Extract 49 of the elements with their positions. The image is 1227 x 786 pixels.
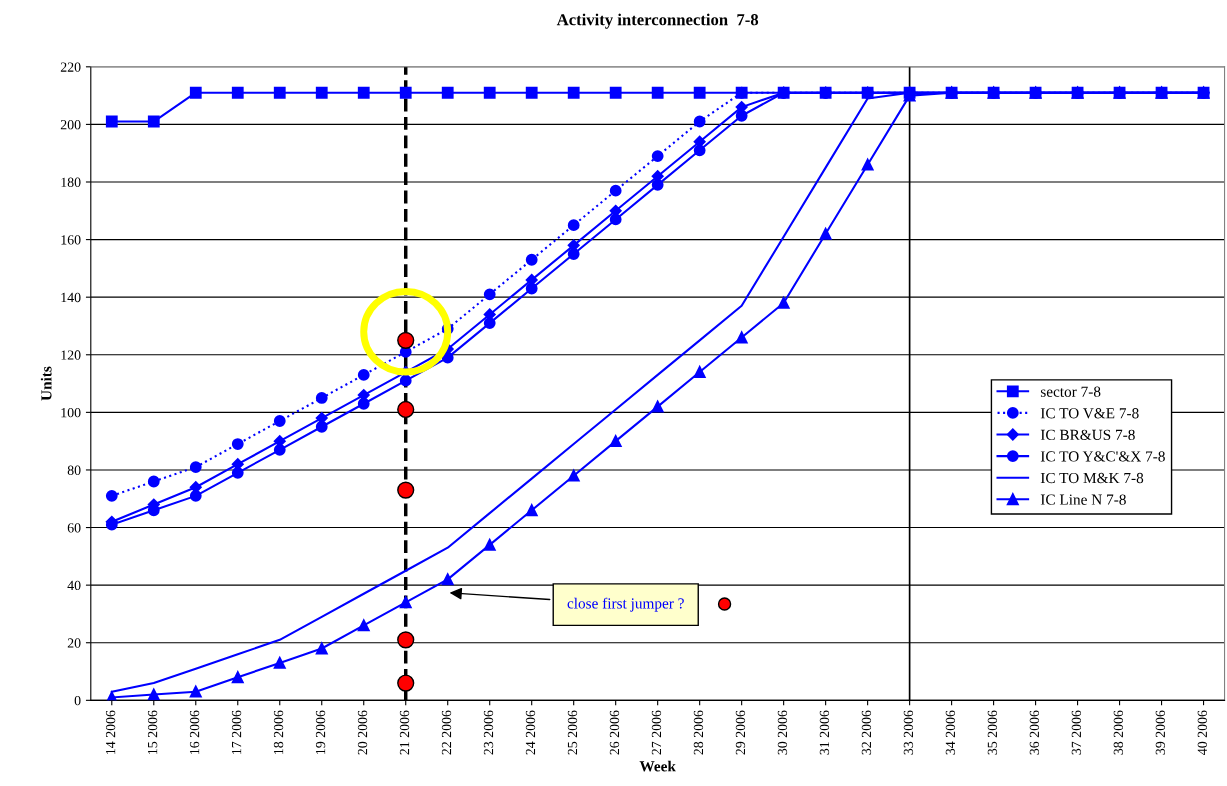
x-tick-label: 36 2006	[1029, 710, 1040, 755]
x-tick-label: 18 2006	[273, 710, 284, 754]
x-tick-label: 16 2006	[189, 710, 200, 754]
y-tick-label: 100	[61, 407, 81, 418]
legend-label: sector 7-8	[1040, 386, 1101, 397]
x-tick-label: 34 2006	[945, 710, 956, 755]
x-tick-label: 22 2006	[441, 710, 452, 755]
x-tick-label: 28 2006	[693, 710, 704, 755]
y-tick-label: 140	[61, 292, 81, 303]
x-tick-label: 20 2006	[357, 710, 368, 755]
y-tick-label: 220	[60, 62, 81, 72]
x-tick-label: 32 2006	[861, 710, 872, 755]
legend-label: IC TO V&E 7-8	[1040, 408, 1139, 419]
x-axis-title: Week	[639, 760, 676, 772]
y-tick-label: 200	[60, 119, 81, 130]
x-tick-label: 39 2006	[1155, 710, 1166, 755]
y-tick-label: 20	[67, 638, 81, 648]
x-tick-label: 25 2006	[567, 710, 578, 755]
y-tick-label: 180	[61, 177, 81, 187]
x-tick-label: 30 2006	[777, 710, 788, 755]
chart-title: Activity interconnection 7-8	[556, 13, 759, 29]
x-tick-label: 27 2006	[651, 710, 662, 755]
x-tick-label: 21 2006	[399, 710, 410, 755]
y-tick-label: 60	[67, 523, 81, 533]
legend-label: IC BR&US 7-8	[1040, 429, 1135, 440]
y-tick-label: 120	[61, 350, 81, 360]
x-tick-label: 33 2006	[903, 710, 914, 755]
x-tick-label: 37 2006	[1071, 710, 1082, 755]
x-tick-label: 38 2006	[1113, 710, 1124, 755]
x-tick-label: 19 2006	[315, 710, 326, 754]
legend-label: IC TO M&K 7-8	[1040, 472, 1144, 484]
x-tick-label: 26 2006	[609, 710, 620, 755]
y-tick-label: 160	[61, 235, 81, 245]
legend-label: IC Line N 7-8	[1040, 494, 1126, 505]
y-tick-label: 80	[67, 465, 81, 475]
y-axis-title: Units	[40, 366, 52, 401]
x-tick-label: 14 2006	[105, 710, 116, 754]
x-tick-label: 24 2006	[525, 710, 536, 755]
x-tick-label: 15 2006	[147, 710, 158, 754]
x-tick-label: 29 2006	[735, 710, 746, 755]
legend-label: IC TO Y&C'&X 7-8	[1040, 451, 1165, 462]
x-tick-label: 17 2006	[231, 710, 242, 754]
annotation: close first jumper ?	[567, 597, 684, 612]
y-tick-label: 0	[74, 695, 81, 706]
x-tick-label: 31 2006	[819, 710, 830, 755]
x-tick-label: 35 2006	[987, 710, 998, 755]
x-tick-label: 40 2006	[1197, 710, 1208, 755]
y-tick-label: 40	[67, 580, 81, 591]
x-tick-label: 23 2006	[483, 710, 494, 755]
